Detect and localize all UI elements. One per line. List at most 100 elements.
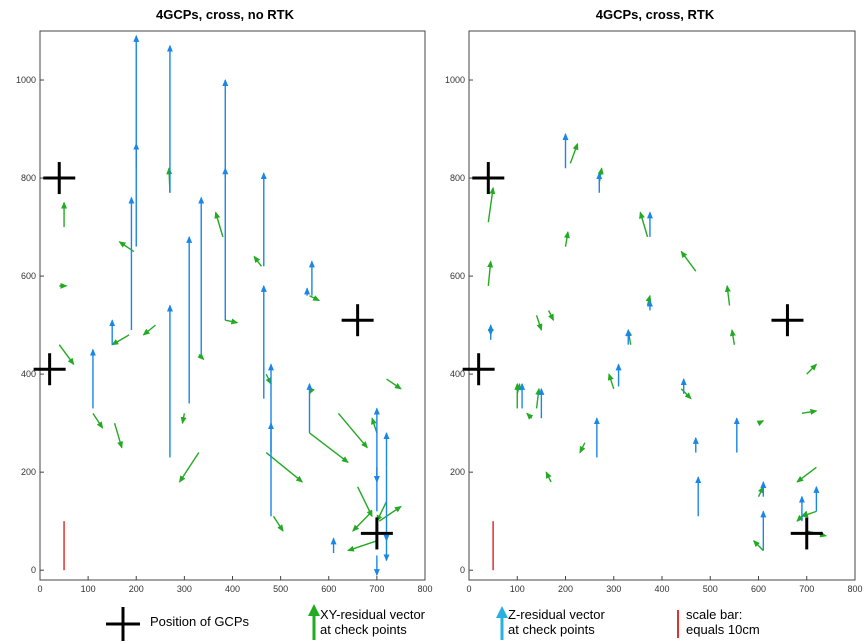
xy-residual-vector — [347, 540, 378, 552]
gcp-marker — [43, 162, 76, 195]
z-vectors — [89, 34, 390, 577]
xy-residual-vector — [111, 334, 130, 346]
axis-ticks: 0 100 200 300 400 500 600 700 800 0 200 400 600 800 10… — [16, 75, 433, 594]
xy-residual-vector — [756, 420, 765, 427]
xy-residual-vector — [371, 417, 378, 434]
xy-residual-vector — [535, 387, 542, 409]
x-tick-label: 500 — [703, 584, 718, 594]
x-tick-label: 400 — [225, 584, 240, 594]
gcp-marker — [341, 304, 374, 337]
x-tick-label: 300 — [177, 584, 192, 594]
chart-title: 4GCPs, cross, RTK — [596, 7, 715, 22]
x-tick-label: 400 — [654, 584, 669, 594]
xy-residual-vector — [800, 510, 817, 518]
xy-residual-vector — [535, 315, 543, 331]
y-tick-label: 400 — [21, 369, 36, 379]
legend-z-label-line2: at check points — [508, 622, 595, 637]
x-tick-label: 200 — [558, 584, 573, 594]
xy-residual-vector — [197, 353, 205, 361]
y-tick-label: 0 — [460, 565, 465, 575]
xy-residual-vector — [265, 373, 272, 385]
y-tick-label: 200 — [450, 467, 465, 477]
x-tick-label: 800 — [417, 584, 432, 594]
xy-residual-vector — [487, 260, 494, 286]
x-tick-label: 300 — [606, 584, 621, 594]
xy-residual-vector — [563, 230, 570, 247]
chart-title: 4GCPs, cross, no RTK — [156, 7, 295, 22]
xy-vectors — [487, 142, 828, 552]
x-tick-label: 100 — [81, 584, 96, 594]
legend: Position of GCPs XY-residual vector at c… — [106, 604, 760, 641]
xy-residual-vector — [58, 344, 75, 366]
y-tick-label: 0 — [31, 565, 36, 575]
xy-residual-vector — [796, 466, 817, 483]
legend-gcp-label: Position of GCPs — [150, 614, 249, 629]
xy-residual-vector — [806, 363, 818, 375]
xy-residual-vector — [579, 442, 586, 454]
plot-frame — [39, 30, 426, 581]
xy-residual-vector — [680, 250, 697, 272]
x-tick-label: 100 — [510, 584, 525, 594]
xy-residual-vector — [309, 295, 321, 302]
x-tick-label: 0 — [37, 584, 42, 594]
y-tick-label: 800 — [450, 173, 465, 183]
xy-residual-vector — [547, 310, 555, 322]
xy-residual-vector — [386, 378, 402, 390]
y-tick-label: 800 — [21, 173, 36, 183]
gcp-marker — [462, 353, 495, 386]
xy-residual-vector — [526, 412, 534, 420]
xy-residual-vector — [352, 510, 373, 532]
x-tick-label: 0 — [466, 584, 471, 594]
y-tick-label: 1000 — [16, 75, 36, 85]
xy-residual-vector — [272, 515, 284, 532]
xy-residual-vector — [487, 186, 496, 223]
xy-residual-vector — [178, 452, 200, 483]
legend-z-arrow-icon — [496, 606, 508, 640]
y-tick-label: 200 — [21, 467, 36, 477]
xy-residual-vector — [337, 412, 368, 449]
xy-residual-vector — [265, 452, 304, 483]
xy-residual-vector — [752, 540, 764, 552]
xy-residual-vector — [569, 142, 579, 164]
xy-residual-vector — [113, 422, 123, 449]
xy-residual-vector — [545, 471, 552, 483]
xy-residual-vector — [253, 255, 262, 267]
legend-scale-label-line2: equals 10cm — [686, 622, 760, 637]
panel-no-rtk: 4GCPs, cross, no RTK 0 100 200 300 400 500 600… — [16, 7, 433, 594]
xy-residual-vector — [801, 408, 818, 415]
z-vectors — [487, 132, 820, 551]
xy-residual-vector — [356, 486, 373, 518]
y-tick-label: 400 — [450, 369, 465, 379]
x-tick-label: 700 — [369, 584, 384, 594]
xy-residual-vector — [214, 211, 224, 238]
gcp-marker — [790, 517, 823, 550]
xy-residual-vector — [729, 329, 736, 345]
xy-residual-vector — [309, 432, 349, 463]
xy-residual-vector — [180, 413, 187, 425]
legend-gcp-symbol — [106, 607, 140, 641]
xy-residual-vector — [607, 373, 615, 390]
legend-xy-label-line1: XY-residual vector — [320, 607, 426, 622]
x-tick-label: 200 — [129, 584, 144, 594]
legend-z-label-line1: Z-residual vector — [508, 607, 605, 622]
legend-xy-label-line2: at check points — [320, 622, 407, 637]
legend-xy-arrow-icon — [308, 604, 320, 640]
axis-ticks: 0 100 200 300 400 500 600 700 800 0 200 400 600 800 10… — [445, 75, 863, 594]
y-tick-label: 1000 — [445, 75, 465, 85]
x-tick-label: 600 — [321, 584, 336, 594]
y-tick-label: 600 — [450, 271, 465, 281]
xy-residual-vector — [225, 318, 239, 325]
xy-residual-vector — [378, 505, 402, 522]
panel-rtk: 4GCPs, cross, RTK 0 100 200 300 400 500 600 700… — [445, 7, 863, 594]
gcp-marker — [472, 162, 505, 195]
x-tick-label: 800 — [847, 584, 862, 594]
xy-residual-vector — [639, 211, 649, 238]
xy-residual-vector — [680, 388, 692, 400]
gcp-marker — [360, 517, 393, 550]
gcp-markers — [33, 162, 393, 550]
gcp-marker — [33, 353, 66, 386]
gcp-markers — [462, 162, 823, 550]
y-tick-label: 600 — [21, 271, 36, 281]
legend-scale-label-line1: scale bar: — [686, 607, 742, 622]
